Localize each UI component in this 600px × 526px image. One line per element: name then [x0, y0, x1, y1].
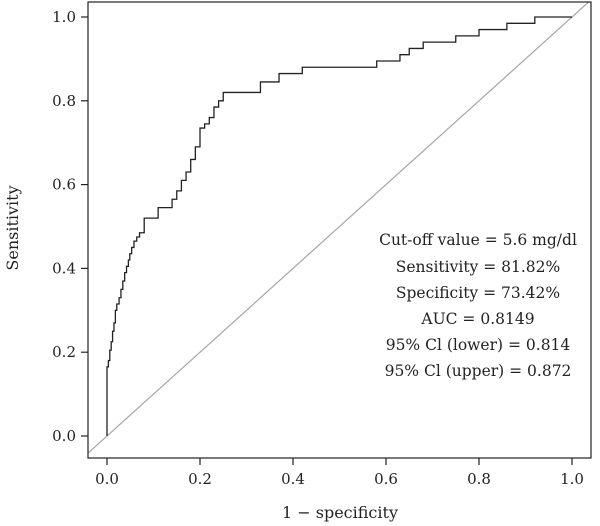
x-axis-label: 1 − specificity	[282, 503, 398, 522]
y-axis-label: Sensitivity	[3, 185, 22, 270]
roc-curve-line	[106, 16, 572, 436]
annotation-sensitivity: Sensitivity = 81.82%	[396, 258, 561, 276]
reference-diagonal-line	[88, 2, 590, 454]
y-tick-label: 0.4	[52, 259, 76, 277]
x-tick-label: 1.0	[560, 470, 584, 488]
annotation-ci-lower: 95% Cl (lower) = 0.814	[386, 336, 571, 354]
x-tick-label: 0.0	[95, 470, 119, 488]
x-tick-label: 0.4	[281, 470, 305, 488]
x-axis: 0.0 0.2 0.4 0.6 0.8 1.0	[95, 458, 584, 488]
y-tick-label: 0.2	[52, 343, 76, 361]
x-tick-label: 0.6	[374, 470, 398, 488]
x-tick-label: 0.2	[188, 470, 212, 488]
y-tick-label: 0.0	[52, 427, 76, 445]
annotation-auc: AUC = 0.8149	[420, 310, 534, 328]
y-axis: 0.0 0.2 0.4 0.6 0.8 1.0	[52, 8, 88, 445]
y-tick-label: 0.6	[52, 176, 76, 194]
annotation-specificity: Specificity = 73.42%	[396, 284, 560, 302]
annotation-cutoff: Cut-off value = 5.6 mg/dl	[379, 231, 577, 249]
roc-curve-layer	[106, 16, 572, 436]
x-tick-label: 0.8	[467, 470, 491, 488]
reference-diagonal-layer	[88, 2, 590, 454]
y-tick-label: 0.8	[52, 92, 76, 110]
plot-frame	[87, 1, 592, 459]
annotation-ci-upper: 95% Cl (upper) = 0.872	[385, 362, 572, 380]
y-tick-label: 1.0	[52, 8, 76, 26]
stats-annotation: Cut-off value = 5.6 mg/dl Sensitivity = …	[379, 231, 577, 380]
